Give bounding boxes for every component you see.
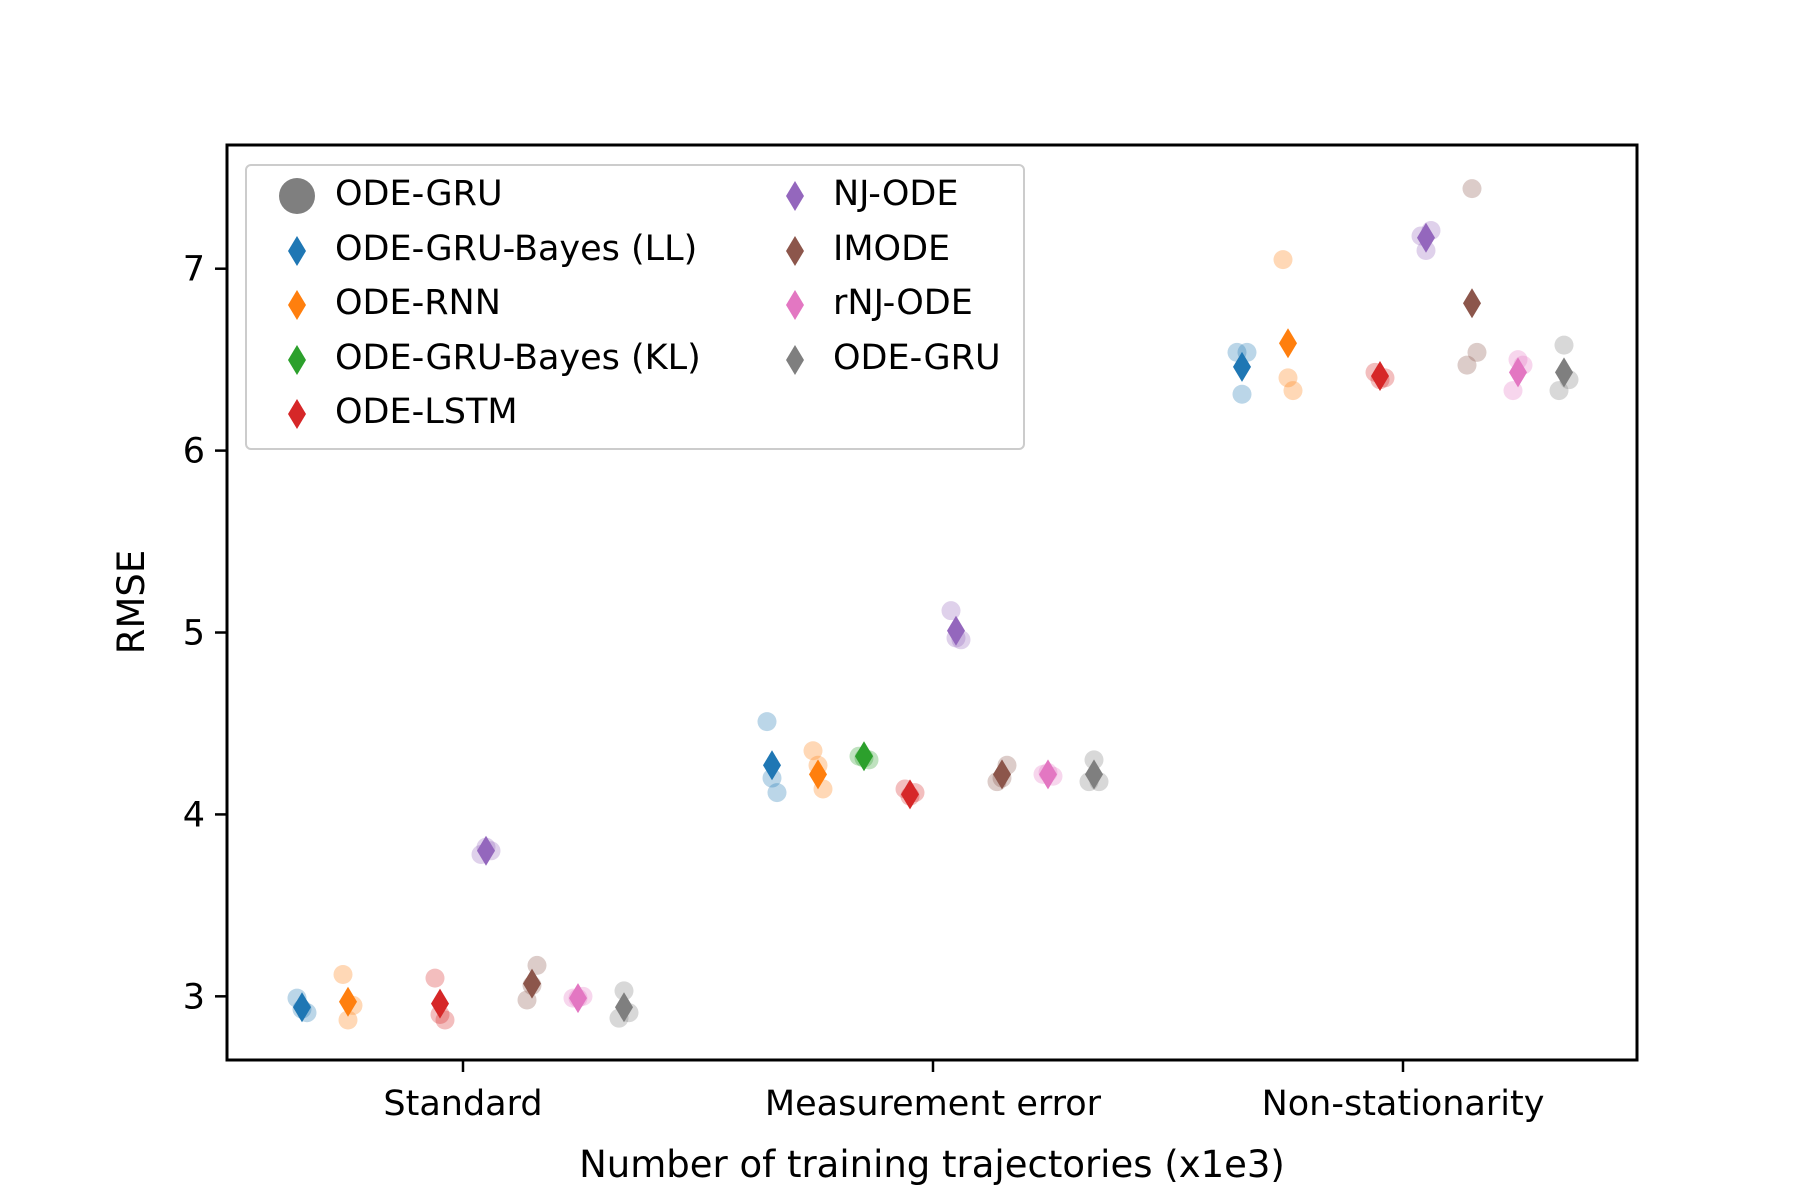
mean-marker: [569, 983, 587, 1014]
x-tick-label: Standard: [383, 1084, 542, 1124]
run-point: [941, 601, 961, 621]
mean-marker: [1233, 351, 1251, 382]
run-point: [1467, 342, 1487, 362]
mean-marker: [1279, 328, 1297, 359]
data-points: [287, 179, 1579, 1030]
legend-marker: [279, 178, 315, 214]
x-tick-label: Measurement error: [765, 1084, 1102, 1124]
mean-marker: [901, 779, 919, 810]
legend-marker: [786, 181, 804, 211]
mean-marker: [1085, 759, 1103, 790]
run-point: [1457, 355, 1477, 375]
run-point: [1554, 335, 1574, 355]
mean-marker: [763, 750, 781, 781]
run-point: [338, 1010, 358, 1030]
mean-marker: [1417, 222, 1435, 253]
mean-marker: [855, 741, 873, 772]
legend-box: [245, 164, 1025, 450]
legend-marker: [786, 345, 804, 375]
legend-label: ODE-GRU: [833, 338, 1001, 378]
legend-marker: [786, 290, 804, 320]
y-tick-label: 4: [183, 795, 205, 835]
mean-marker: [1039, 759, 1057, 790]
legend-marker: [288, 236, 306, 266]
run-point: [1273, 250, 1293, 270]
y-axis-label: RMSE: [110, 550, 153, 655]
mean-marker: [993, 759, 1011, 790]
run-point: [425, 968, 445, 988]
run-point: [1462, 179, 1482, 199]
run-point: [1232, 384, 1252, 404]
legend: ODE-GRU ODE-GRU-Bayes (LL) ODE-RNN ODE-GRU-…: [245, 164, 1025, 450]
mean-marker: [947, 615, 965, 646]
legend-label: IMODE: [833, 229, 950, 269]
mean-marker: [293, 992, 311, 1023]
mean-marker: [431, 988, 449, 1019]
run-point: [803, 741, 823, 761]
mean-marker: [1371, 361, 1389, 392]
mean-marker: [809, 759, 827, 790]
mean-marker: [1463, 288, 1481, 319]
run-point: [333, 965, 353, 985]
legend-label: ODE-GRU: [335, 174, 503, 214]
legend-label: ODE-RNN: [335, 283, 501, 323]
x-axis-label: Number of training trajectories (x1e3): [579, 1143, 1285, 1186]
y-axis: 3 4 5 6 7: [183, 250, 227, 1017]
legend-marker: [786, 236, 804, 266]
legend-label: rNJ-ODE: [833, 283, 973, 323]
legend-label: ODE-GRU-Bayes (LL): [335, 229, 697, 269]
legend-marker: [288, 345, 306, 375]
run-point: [614, 981, 634, 1001]
mean-marker: [615, 992, 633, 1023]
x-axis: Standard Measurement error Non-stationarit…: [383, 1060, 1544, 1124]
run-point: [757, 712, 777, 732]
y-tick-label: 3: [183, 977, 205, 1017]
mean-marker: [1509, 357, 1527, 388]
legend-marker: [288, 290, 306, 320]
mean-marker: [477, 835, 495, 866]
y-tick-label: 6: [183, 432, 205, 472]
run-point: [1283, 381, 1303, 401]
legend-marker: [288, 399, 306, 429]
mean-marker: [339, 986, 357, 1017]
run-point: [767, 783, 787, 803]
mean-marker: [1555, 357, 1573, 388]
mean-marker: [523, 968, 541, 999]
legend-label: NJ-ODE: [833, 174, 958, 214]
legend-label: ODE-LSTM: [335, 392, 518, 432]
y-tick-label: 5: [183, 614, 205, 654]
x-tick-label: Non-stationarity: [1262, 1084, 1545, 1124]
run-point: [1278, 368, 1298, 388]
y-tick-label: 7: [183, 250, 205, 290]
legend-label: ODE-GRU-Bayes (KL): [335, 338, 701, 378]
